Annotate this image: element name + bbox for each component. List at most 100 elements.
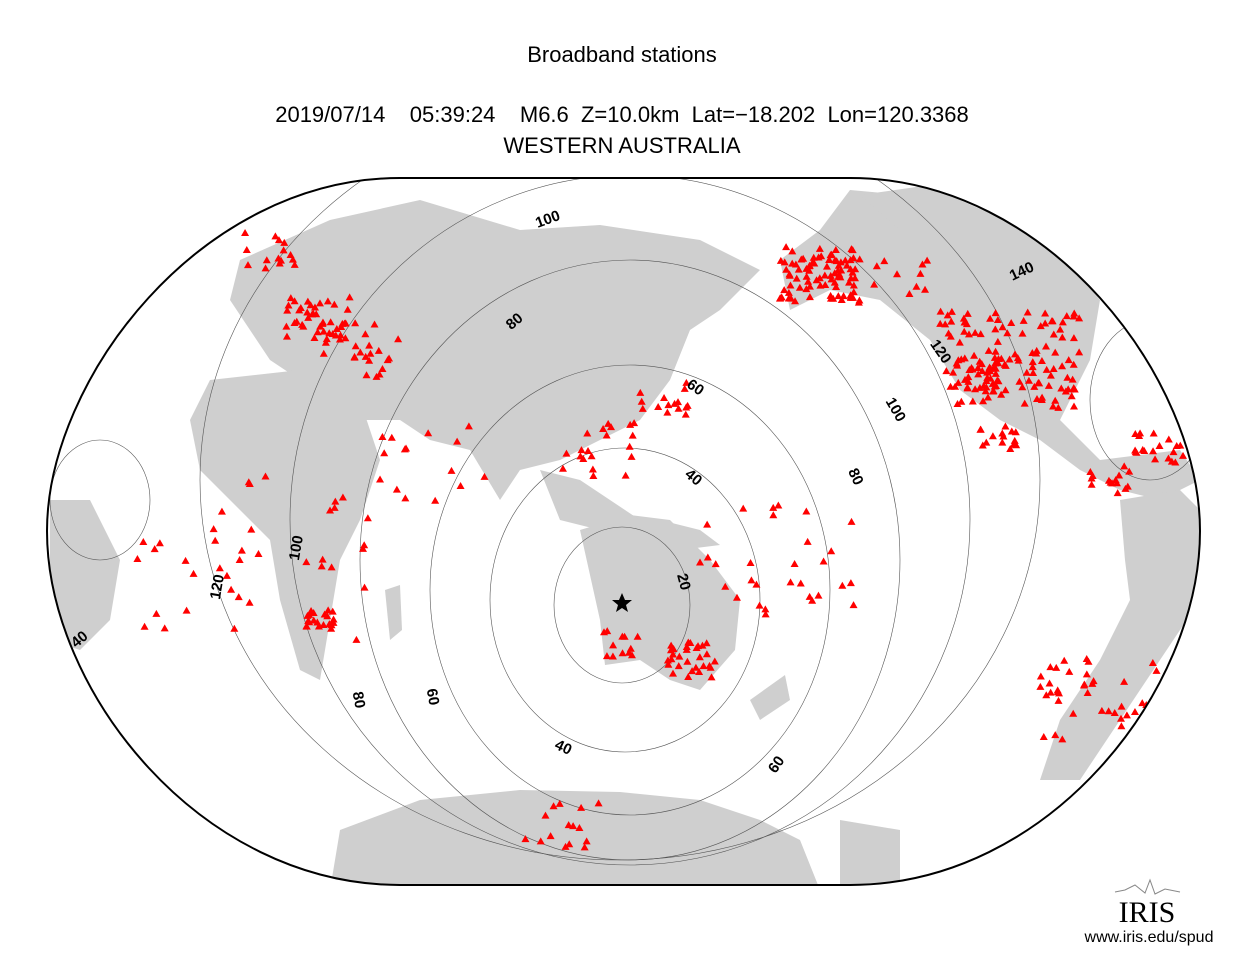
station [1041,319,1050,327]
station [845,278,854,286]
station [732,593,741,601]
station [1045,679,1054,687]
station [682,643,691,651]
station [1023,308,1032,316]
station [1001,422,1010,430]
station [1164,435,1173,443]
station [600,628,609,636]
station [1048,317,1057,325]
station [1135,431,1144,439]
station [1067,392,1076,400]
station [1151,455,1160,463]
station [304,313,313,321]
station [805,293,814,301]
station [1010,436,1019,444]
station [786,281,795,289]
station [998,323,1007,331]
station [978,367,987,375]
station [982,377,991,385]
station [1020,399,1029,407]
station [838,581,847,589]
station [663,408,672,416]
station [370,320,379,328]
station [324,606,333,614]
station [380,449,389,457]
station [247,525,256,533]
station [237,546,246,554]
station [1171,458,1180,466]
station [1149,447,1158,455]
station [812,276,821,284]
station [352,635,361,643]
station [707,673,716,681]
station [846,291,855,299]
station [805,282,814,290]
station [1005,355,1014,363]
station [880,257,889,265]
station [360,583,369,591]
station [140,622,149,630]
station [1115,471,1124,479]
station [990,353,999,361]
station [703,520,712,528]
station [576,452,585,460]
station [271,232,280,240]
station [947,307,956,315]
station [849,254,858,262]
station [694,642,703,650]
station [1029,369,1038,377]
station [854,298,863,306]
station [587,452,596,460]
station [837,295,846,303]
station [245,598,254,606]
station [401,494,410,502]
station [565,840,574,848]
station [821,281,830,289]
station [963,384,972,392]
station [1069,384,1078,392]
station [152,609,161,617]
station [802,507,811,515]
station [521,835,530,843]
station [991,347,1000,355]
logo: IRIS [1119,896,1176,929]
station [696,558,705,566]
station [602,652,611,660]
station [1034,378,1043,386]
station [674,662,683,670]
station [791,297,800,305]
station [319,327,328,335]
station [1176,441,1185,449]
station [243,261,252,269]
station [986,314,995,322]
station [189,569,198,577]
station [975,357,984,365]
station [1106,478,1115,486]
station [583,429,592,437]
station [254,550,263,558]
station [872,262,881,270]
station [702,650,711,658]
station [313,618,322,626]
station [315,299,324,307]
station [318,555,327,563]
station [991,325,1000,333]
station [923,256,932,264]
station [981,387,990,395]
station [546,832,555,840]
station [943,311,952,319]
station [562,449,571,457]
station [341,334,350,342]
station [680,384,689,392]
station [847,245,856,253]
station [846,265,855,273]
station [1032,346,1041,354]
station [691,663,700,671]
station [1152,666,1161,674]
station [345,293,354,301]
station [667,641,676,649]
station [804,277,813,285]
station [621,471,630,479]
station [802,264,811,272]
